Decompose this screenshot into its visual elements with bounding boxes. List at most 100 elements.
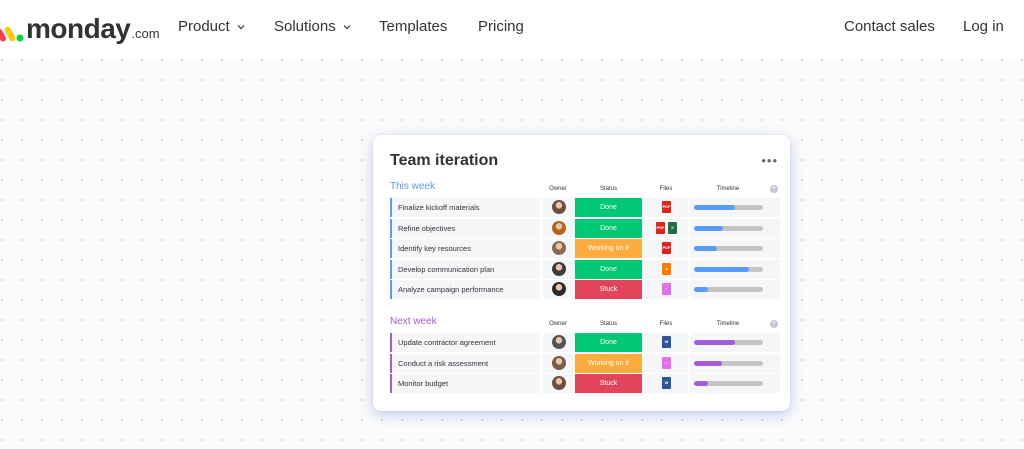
task-name[interactable]: Conduct a risk assessment bbox=[390, 353, 540, 373]
status-label[interactable]: Working on it bbox=[575, 239, 642, 258]
add-column-icon[interactable]: + bbox=[770, 320, 778, 328]
files-cell[interactable]: ▪ bbox=[644, 353, 688, 373]
board-row[interactable]: Monitor budget Stuck W bbox=[390, 374, 780, 393]
chevron-down-icon bbox=[343, 24, 351, 29]
login-link[interactable]: Log in bbox=[963, 18, 1004, 35]
task-name[interactable]: Refine objectives bbox=[390, 218, 540, 238]
contact-sales-link[interactable]: Contact sales bbox=[844, 18, 935, 35]
timeline-bar bbox=[694, 225, 763, 231]
nav-solutions-label: Solutions bbox=[274, 18, 336, 35]
board-row[interactable]: Develop communication plan Done ▲ bbox=[390, 259, 780, 279]
column-header-status: Status bbox=[599, 186, 617, 192]
board-row[interactable]: Analyze campaign performance Stuck ▪ bbox=[390, 280, 780, 299]
timeline-progress bbox=[694, 246, 717, 251]
timeline-progress bbox=[694, 225, 723, 231]
doc-file-icon[interactable]: ▪ bbox=[662, 356, 671, 369]
monday-logo[interactable]: monday .com bbox=[0, 10, 160, 44]
add-column-icon[interactable]: + bbox=[770, 185, 778, 193]
timeline-cell[interactable] bbox=[690, 374, 780, 393]
timeline-bar bbox=[694, 246, 763, 251]
timeline-cell[interactable] bbox=[690, 218, 780, 238]
owner-cell[interactable] bbox=[543, 198, 573, 217]
task-name[interactable]: Analyze campaign performance bbox=[390, 280, 540, 299]
nav-solutions[interactable]: Solutions bbox=[274, 18, 352, 35]
files-cell[interactable]: PDF bbox=[644, 239, 688, 258]
board-title: Team iteration bbox=[390, 152, 499, 169]
column-header-owner: Owner bbox=[549, 186, 567, 192]
timeline-cell[interactable] bbox=[690, 280, 780, 299]
timeline-bar bbox=[694, 381, 763, 386]
board-row[interactable]: Refine objectives Done PDF X bbox=[390, 218, 780, 238]
group-title-next-week[interactable]: Next week bbox=[390, 316, 437, 327]
owner-cell[interactable] bbox=[543, 374, 573, 393]
board-row[interactable]: Identify key resources Working on it PDF bbox=[390, 239, 780, 258]
owner-cell[interactable] bbox=[543, 333, 573, 352]
word-file-icon[interactable]: W bbox=[662, 336, 671, 348]
status-label[interactable]: Done bbox=[575, 333, 642, 352]
timeline-progress bbox=[694, 205, 736, 210]
pdf-file-icon[interactable]: PDF bbox=[656, 221, 665, 234]
board-card: Team iteration ••• This week Owner Statu… bbox=[373, 135, 790, 411]
board-row[interactable]: Finalize kickoff materials Done PDF bbox=[390, 198, 780, 217]
column-header-timeline: Timeline bbox=[716, 186, 740, 192]
files-cell[interactable]: PDF X bbox=[644, 218, 688, 238]
timeline-bar bbox=[694, 340, 763, 345]
files-cell[interactable]: ▪ bbox=[644, 280, 688, 299]
column-header-files: Files bbox=[659, 321, 673, 327]
excel-file-icon[interactable]: X bbox=[668, 221, 677, 234]
owner-cell[interactable] bbox=[543, 239, 573, 258]
owner-cell[interactable] bbox=[543, 353, 573, 373]
timeline-cell[interactable] bbox=[690, 333, 780, 352]
timeline-cell[interactable] bbox=[690, 259, 780, 279]
avatar bbox=[552, 355, 566, 370]
nav-product[interactable]: Product bbox=[178, 18, 246, 35]
nav-templates-label: Templates bbox=[379, 18, 448, 35]
column-header-status: Status bbox=[599, 321, 617, 327]
more-horizontal-icon[interactable]: ••• bbox=[761, 153, 778, 168]
timeline-progress bbox=[694, 360, 722, 366]
task-name[interactable]: Monitor budget bbox=[390, 374, 540, 393]
owner-cell[interactable] bbox=[543, 218, 573, 238]
files-cell[interactable]: PDF bbox=[644, 198, 688, 217]
login-label: Log in bbox=[963, 18, 1004, 35]
timeline-cell[interactable] bbox=[690, 239, 780, 258]
group-title-this-week[interactable]: This week bbox=[390, 181, 436, 192]
task-name[interactable]: Develop communication plan bbox=[390, 259, 540, 279]
nav-templates[interactable]: Templates bbox=[379, 18, 447, 35]
avatar bbox=[552, 261, 566, 276]
avatar bbox=[552, 220, 566, 235]
nav-pricing-label: Pricing bbox=[478, 18, 524, 35]
files-cell[interactable]: W bbox=[644, 333, 688, 352]
timeline-progress bbox=[694, 340, 736, 345]
board-row[interactable]: Update contractor agreement Done W bbox=[390, 333, 780, 352]
column-header-owner: Owner bbox=[549, 321, 567, 327]
owner-cell[interactable] bbox=[543, 280, 573, 299]
logo-suffix: .com bbox=[131, 26, 160, 41]
avatar bbox=[552, 200, 566, 214]
status-label[interactable]: Done bbox=[575, 218, 642, 238]
status-label[interactable]: Stuck bbox=[575, 280, 642, 299]
image-file-icon[interactable]: ▲ bbox=[662, 262, 671, 275]
pdf-file-icon[interactable]: PDF bbox=[662, 242, 671, 254]
task-name[interactable]: Update contractor agreement bbox=[390, 333, 540, 352]
task-name[interactable]: Identify key resources bbox=[390, 239, 540, 258]
chevron-down-icon bbox=[237, 24, 245, 29]
status-label[interactable]: Done bbox=[575, 259, 642, 279]
timeline-cell[interactable] bbox=[690, 198, 780, 217]
files-cell[interactable]: W bbox=[644, 374, 688, 393]
timeline-progress bbox=[694, 381, 708, 386]
task-name[interactable]: Finalize kickoff materials bbox=[390, 198, 540, 217]
timeline-cell[interactable] bbox=[690, 353, 780, 373]
board-row[interactable]: Conduct a risk assessment Working on it ▪ bbox=[390, 353, 780, 373]
doc-file-icon[interactable]: ▪ bbox=[662, 283, 671, 295]
status-label[interactable]: Working on it bbox=[575, 353, 642, 373]
avatar bbox=[552, 335, 566, 349]
status-label[interactable]: Done bbox=[575, 198, 642, 217]
word-file-icon[interactable]: W bbox=[662, 377, 671, 389]
files-cell[interactable]: ▲ bbox=[644, 259, 688, 279]
nav-pricing[interactable]: Pricing bbox=[478, 18, 524, 35]
owner-cell[interactable] bbox=[543, 259, 573, 279]
status-label[interactable]: Stuck bbox=[575, 374, 642, 393]
pdf-file-icon[interactable]: PDF bbox=[662, 201, 671, 213]
avatar bbox=[552, 282, 566, 296]
